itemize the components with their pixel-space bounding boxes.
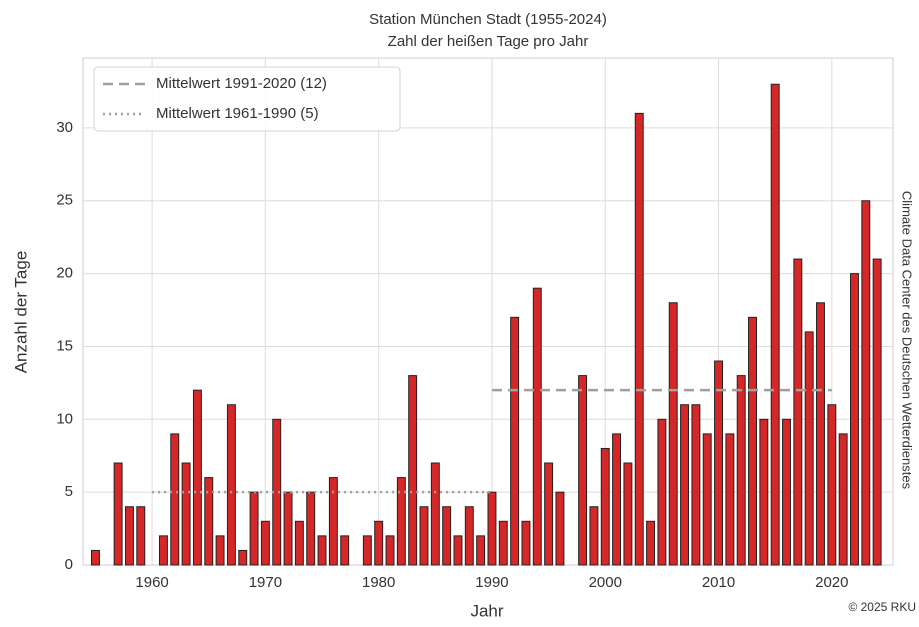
bar [668,302,678,566]
bar [283,491,293,566]
bar [816,302,825,566]
legend-box [93,66,401,132]
bar [725,433,735,566]
bar [90,549,100,566]
bar [170,433,180,566]
bar [736,375,746,566]
bar [770,83,780,566]
bar [158,535,168,566]
bar [306,491,316,566]
bar [612,433,622,566]
bar [226,404,236,566]
bar [136,506,146,566]
bar [532,287,542,566]
bar [510,316,520,566]
bar [600,447,610,566]
bar [691,404,701,566]
bar [498,520,508,566]
bar [521,520,531,566]
x-tick-label: 1980 [362,574,395,591]
bar [838,433,848,566]
y-axis-label: Anzahl der Tage [11,251,30,374]
x-tick-label: 2000 [589,574,622,591]
bar [215,535,225,566]
bar [872,258,882,566]
bar [464,506,474,566]
bar [260,520,270,566]
bar [328,477,338,566]
x-tick-label: 1960 [135,574,168,591]
bar [192,389,202,566]
y-tick-label: 15 [56,337,73,354]
x-tick-label: 1970 [249,574,282,591]
bar [850,273,859,566]
credit: © 2025 RKU [848,600,916,614]
bar [340,535,350,566]
y-tick-label: 20 [56,265,73,282]
y-tick-label: 10 [56,410,73,427]
bar [408,375,418,566]
bar [124,506,134,566]
bar [453,535,463,566]
bar [374,520,384,566]
y-tick-label: 5 [65,483,73,500]
x-tick-label: 1990 [475,574,508,591]
bar [634,112,644,566]
bar [646,520,656,566]
bar [578,375,588,566]
bar [317,535,327,566]
bar [249,491,259,566]
bar [442,506,452,566]
bar [555,491,565,566]
bar [419,506,429,566]
bar [680,404,690,566]
y-tick-label: 0 [65,556,73,573]
bar [623,462,633,566]
source-note: Climate Data Center des Deutschen Wetter… [900,191,915,490]
bar [589,506,599,566]
y-tick-label: 30 [56,119,73,136]
bar [396,477,406,566]
bar [113,462,123,566]
bar [476,535,486,566]
bar [793,258,803,566]
bar [748,316,757,566]
bar [204,477,214,566]
bar [487,491,497,566]
bar [294,520,304,566]
bar [544,462,554,566]
legend-label: Mittelwert 1961-1990 (5) [156,105,319,122]
bar [430,462,440,566]
bar [657,418,667,566]
bar [385,535,395,566]
y-tick-label: 25 [56,192,73,209]
bar [804,331,814,566]
bar [362,535,372,566]
legend-label: Mittelwert 1991-2020 (12) [156,75,327,92]
bar [181,462,191,566]
x-tick-label: 2020 [815,574,848,591]
x-tick-label: 2010 [702,574,735,591]
bar [238,549,248,566]
bar [759,418,769,566]
x-axis-label: Jahr [470,601,503,620]
bar [782,418,791,566]
bar [702,433,712,566]
chart-title: Station München Stadt (1955-2024) [369,11,607,28]
bar [714,360,724,566]
bar [827,404,837,566]
bar [861,200,871,566]
chart-subtitle: Zahl der heißen Tage pro Jahr [388,33,589,50]
